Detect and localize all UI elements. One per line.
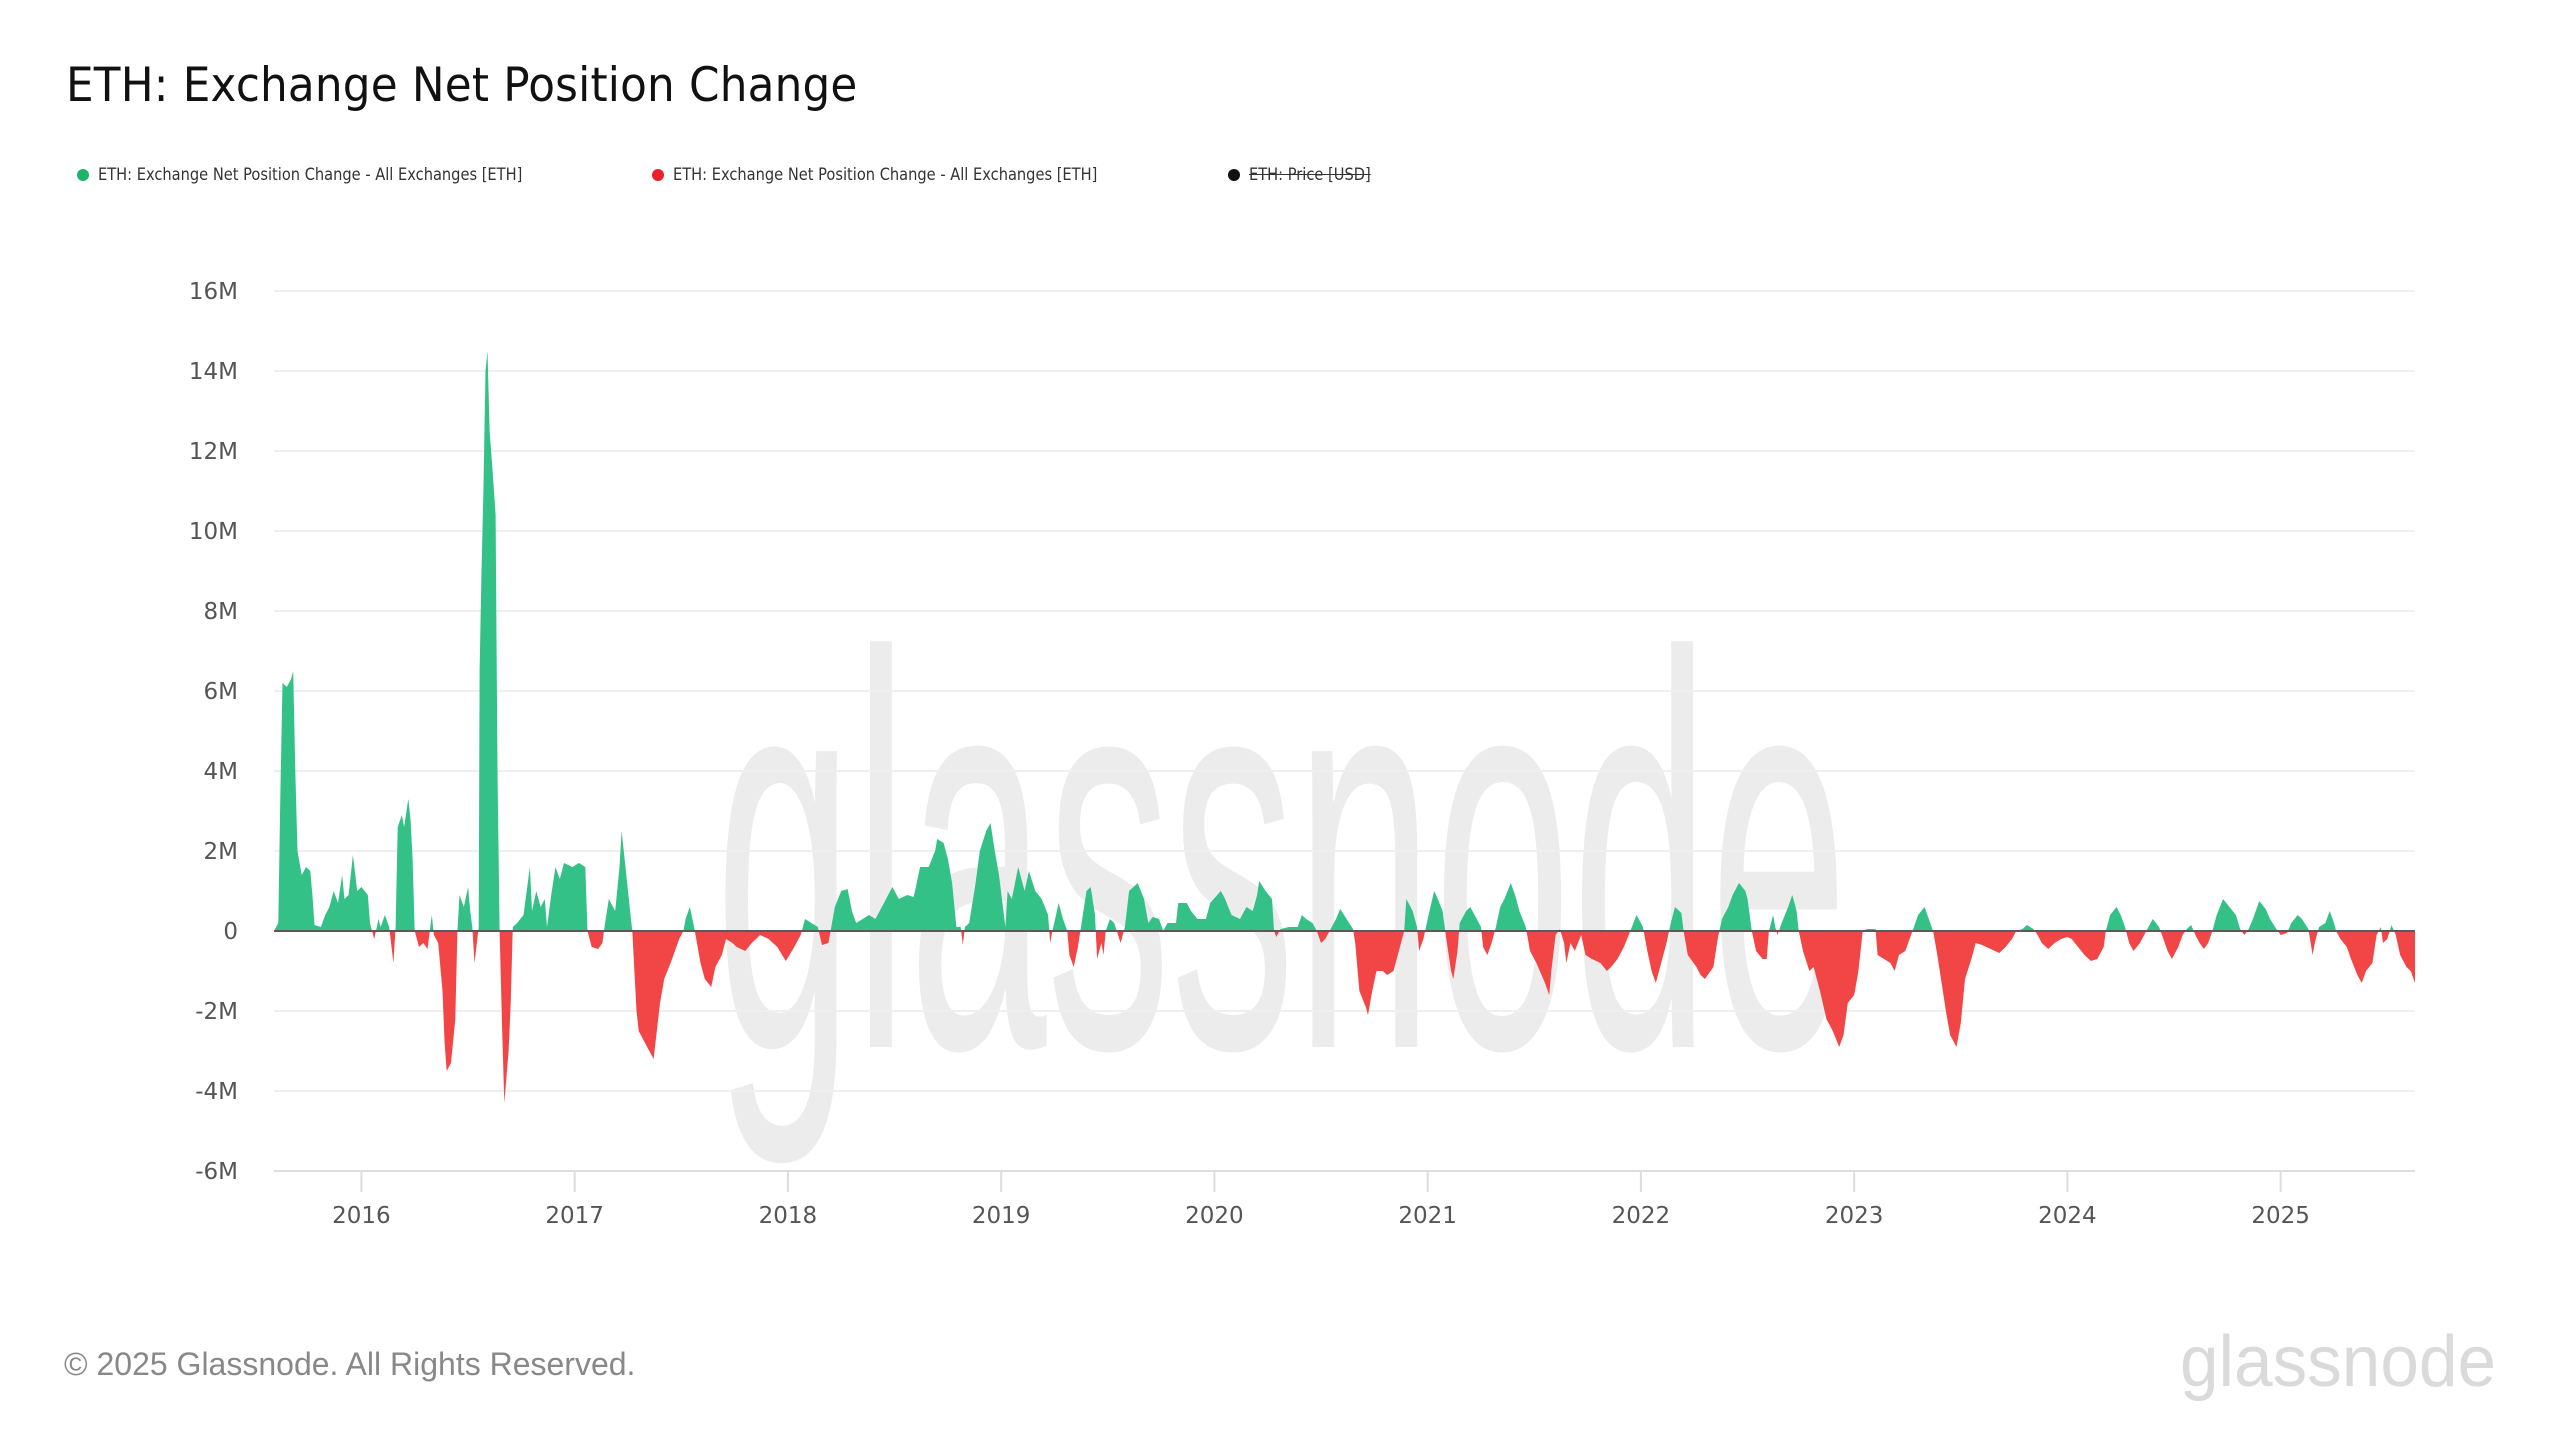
y-tick-label: 14M	[189, 359, 238, 385]
y-tick-label: 10M	[189, 519, 238, 545]
legend-label: ETH: Price [USD]	[1249, 165, 1371, 185]
legend-item-negative[interactable]: ETH: Exchange Net Position Change - All …	[652, 162, 1166, 188]
y-axis: 16M 14M 12M 10M 8M 6M 4M 2M 0 -2M -4M -6M	[189, 279, 238, 1185]
x-tick-label: 2023	[1825, 1203, 1884, 1229]
x-tick-label: 2017	[545, 1203, 604, 1229]
x-tick-label: 2020	[1185, 1203, 1244, 1229]
legend-label: ETH: Exchange Net Position Change - All …	[98, 165, 523, 185]
black-dot-icon	[1228, 169, 1240, 181]
watermark: glassnode	[715, 540, 1848, 1170]
legend-item-price[interactable]: ETH: Price [USD]	[1228, 162, 1391, 188]
x-axis: 2016 2017 2018 2019 2020 2021 2022 2023 2024 2025	[274, 1170, 2415, 1229]
y-tick-label: 6M	[204, 679, 238, 705]
copyright-text: © 2025 Glassnode. All Rights Reserved.	[64, 1346, 636, 1382]
y-tick-label: 16M	[189, 279, 238, 305]
chart-title: ETH: Exchange Net Position Change	[66, 58, 858, 113]
y-tick-label: 8M	[204, 599, 238, 625]
red-dot-icon	[652, 169, 664, 181]
x-tick-label: 2019	[972, 1203, 1031, 1229]
x-tick-label: 2022	[1612, 1203, 1671, 1229]
y-tick-label: 4M	[204, 759, 238, 785]
x-tick-label: 2016	[332, 1203, 391, 1229]
footer-logo: glassnode	[2180, 1322, 2496, 1402]
x-tick-label: 2025	[2251, 1203, 2310, 1229]
y-tick-label: -4M	[195, 1079, 238, 1105]
y-tick-label: 12M	[189, 439, 238, 465]
y-tick-label: 0	[223, 919, 238, 945]
x-tick-label: 2021	[1398, 1203, 1457, 1229]
watermark-text: glassnode	[715, 540, 1848, 1170]
positive-area[interactable]	[274, 351, 2415, 1103]
legend-item-positive[interactable]: ETH: Exchange Net Position Change - All …	[77, 162, 591, 188]
legend: ETH: Exchange Net Position Change - All …	[0, 162, 2560, 188]
x-tick-label: 2018	[759, 1203, 818, 1229]
x-tick-label: 2024	[2038, 1203, 2097, 1229]
y-tick-label: -2M	[195, 999, 238, 1025]
legend-label: ETH: Exchange Net Position Change - All …	[673, 165, 1098, 185]
green-dot-icon	[77, 169, 89, 181]
y-tick-label: 2M	[204, 839, 238, 865]
y-tick-label: -6M	[195, 1159, 238, 1185]
